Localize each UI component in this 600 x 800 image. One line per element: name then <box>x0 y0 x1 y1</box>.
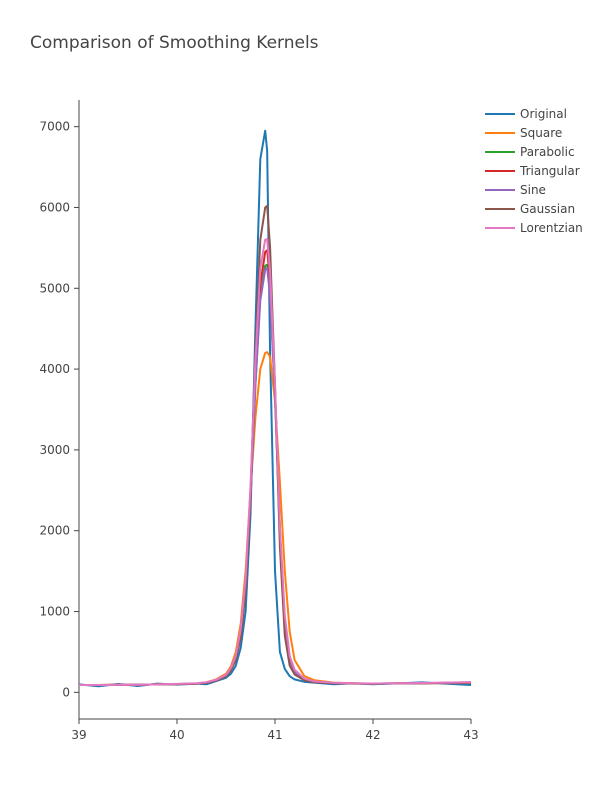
series-line-triangular <box>79 249 472 687</box>
legend[interactable]: Original Square Parabolic Triangular Sine Gau… <box>485 107 583 235</box>
series-line-gaussian <box>79 204 472 687</box>
x-tick-label: 39 <box>71 728 86 742</box>
x-tick-label: 43 <box>463 728 478 742</box>
y-tick-label: 6000 <box>39 200 70 214</box>
chart-title: Comparison of Smoothing Kernels <box>30 33 319 53</box>
legend-item-gaussian[interactable]: Gaussian <box>485 202 575 216</box>
legend-label: Sine <box>520 183 546 197</box>
legend-label: Triangular <box>519 164 580 178</box>
y-tick-label: 4000 <box>39 362 70 376</box>
legend-item-square[interactable]: Square <box>485 126 562 140</box>
legend-label: Original <box>520 107 567 121</box>
y-tick-label: 7000 <box>39 120 70 134</box>
y-axis-ticks: 0 1000 2000 3000 4000 5000 6000 7000 <box>39 120 79 699</box>
series-line-parabolic <box>79 263 472 687</box>
x-tick-label: 40 <box>169 728 184 742</box>
x-tick-label: 41 <box>267 728 282 742</box>
legend-item-lorentzian[interactable]: Lorentzian <box>485 221 583 235</box>
legend-item-original[interactable]: Original <box>485 107 567 121</box>
legend-label: Square <box>520 126 562 140</box>
x-axis-ticks: 39 40 41 42 43 <box>71 719 479 742</box>
legend-item-sine[interactable]: Sine <box>485 183 546 197</box>
y-tick-label: 0 <box>62 685 70 699</box>
x-tick-label: 42 <box>365 728 380 742</box>
series-line-sine <box>79 267 472 687</box>
legend-label: Parabolic <box>520 145 575 159</box>
legend-label: Gaussian <box>520 202 575 216</box>
y-tick-label: 1000 <box>39 605 70 619</box>
legend-item-parabolic[interactable]: Parabolic <box>485 145 575 159</box>
y-tick-label: 2000 <box>39 524 70 538</box>
y-tick-label: 5000 <box>39 281 70 295</box>
legend-item-triangular[interactable]: Triangular <box>485 164 580 178</box>
y-tick-label: 3000 <box>39 443 70 457</box>
series-lines <box>78 129 472 688</box>
legend-label: Lorentzian <box>520 221 583 235</box>
series-line-lorentzian <box>79 237 472 687</box>
